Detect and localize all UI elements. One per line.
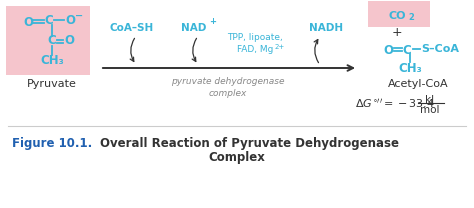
Text: CO: CO (388, 11, 406, 21)
Text: CH₃: CH₃ (398, 62, 422, 74)
Text: Acetyl-CoA: Acetyl-CoA (388, 79, 448, 89)
Text: +: + (392, 26, 402, 38)
Text: NAD: NAD (182, 23, 207, 33)
Text: O: O (64, 35, 74, 47)
Text: −: − (75, 11, 83, 21)
Text: kJ: kJ (426, 95, 435, 105)
Text: O: O (65, 14, 75, 26)
Text: mol: mol (420, 105, 440, 115)
Text: CH₃: CH₃ (40, 53, 64, 67)
Text: NADH: NADH (309, 23, 343, 33)
Text: Overall Reaction of Pyruvate Dehydrogenase: Overall Reaction of Pyruvate Dehydrogena… (100, 136, 399, 150)
Text: pyruvate dehydrogenase: pyruvate dehydrogenase (171, 78, 285, 87)
FancyBboxPatch shape (6, 6, 90, 75)
Text: 2: 2 (408, 14, 414, 22)
Text: C: C (45, 15, 54, 27)
Text: TPP, lipoate,: TPP, lipoate, (227, 33, 283, 42)
Text: Complex: Complex (209, 151, 265, 165)
Text: O: O (23, 16, 33, 28)
Text: Pyruvate: Pyruvate (27, 79, 77, 89)
Text: Figure 10.1.: Figure 10.1. (12, 136, 92, 150)
Text: +: + (210, 17, 217, 26)
Text: complex: complex (209, 89, 247, 99)
Text: $\Delta G^{\circ\prime\prime} = -33.4$: $\Delta G^{\circ\prime\prime} = -33.4$ (355, 98, 435, 110)
Text: FAD, Mg: FAD, Mg (237, 46, 273, 54)
Text: O: O (383, 43, 393, 57)
Text: C: C (47, 35, 56, 47)
Text: C: C (402, 43, 411, 57)
FancyBboxPatch shape (368, 1, 430, 27)
Text: 2+: 2+ (275, 44, 285, 50)
Text: CoA–SH: CoA–SH (110, 23, 154, 33)
Text: S–CoA: S–CoA (421, 44, 459, 54)
